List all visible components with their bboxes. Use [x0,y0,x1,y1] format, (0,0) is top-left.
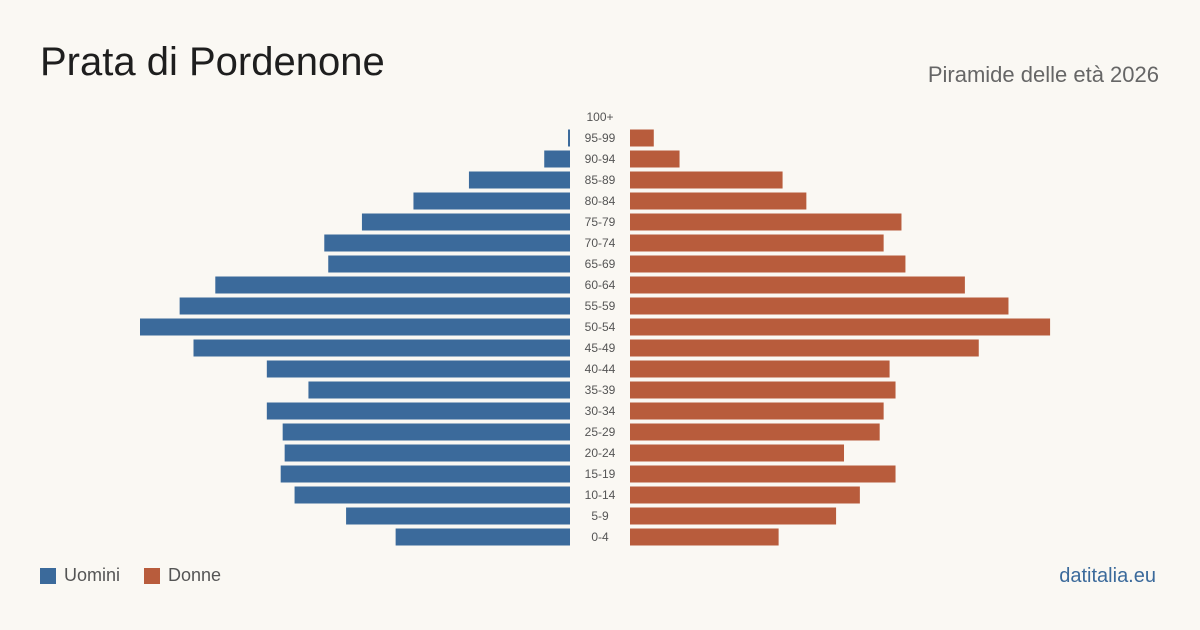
age-label-20-24: 20-24 [585,446,616,460]
bar-women-55-59 [630,297,1009,315]
bar-men-80-84 [413,192,570,210]
bar-men-70-74 [324,234,570,252]
age-label-90-94: 90-94 [585,152,616,166]
bar-women-70-74 [630,234,884,252]
bar-men-20-24 [284,444,570,462]
age-label-85-89: 85-89 [585,173,616,187]
age-label-65-69: 65-69 [585,257,616,271]
age-label-40-44: 40-44 [585,362,616,376]
age-label-25-29: 25-29 [585,425,616,439]
bar-women-60-64 [630,276,965,294]
chart-subtitle: Piramide delle età 2026 [927,62,1159,87]
bar-men-40-44 [266,360,570,378]
legend-item-women: Donne [144,565,221,586]
bar-men-25-29 [282,423,570,441]
legend-item-men: Uomini [40,565,120,586]
bar-men-90-94 [544,150,570,168]
legend-swatch-women [144,567,161,584]
bar-men-10-14 [294,486,570,504]
site-link[interactable]: datitalia.eu [1059,565,1156,587]
bar-women-80-84 [630,192,807,210]
age-label-75-79: 75-79 [585,215,616,229]
bar-women-35-39 [630,381,896,399]
bar-men-45-49 [193,339,570,357]
bar-men-15-19 [280,465,570,483]
bar-women-95-99 [630,129,654,147]
bar-men-50-54 [140,318,570,336]
legend-swatch-men [40,567,56,584]
bar-women-15-19 [630,465,896,483]
age-label-35-39: 35-39 [585,383,616,397]
bar-women-30-34 [630,402,884,420]
age-label-50-54: 50-54 [585,320,616,334]
bar-women-85-89 [630,171,783,189]
age-label-10-14: 10-14 [585,488,616,502]
age-label-30-34: 30-34 [585,404,616,418]
bar-women-10-14 [630,486,860,504]
age-label-80-84: 80-84 [585,194,616,208]
bar-women-65-69 [630,255,906,273]
bar-men-0-4 [395,528,570,546]
bar-men-5-9 [346,507,570,525]
bar-men-30-34 [266,402,570,420]
age-label-45-49: 45-49 [585,341,616,355]
age-label-0-4: 0-4 [591,530,609,544]
chart-title: Prata di Pordenone [40,40,385,84]
bar-women-25-29 [630,423,880,441]
bar-men-55-59 [179,297,570,315]
bar-women-40-44 [630,360,890,378]
bar-women-50-54 [630,318,1051,336]
age-label-100+: 100+ [586,110,613,124]
legend-label-men: Uomini [64,565,121,585]
bar-women-90-94 [630,150,680,168]
bar-men-60-64 [215,276,570,294]
bar-women-45-49 [630,339,979,357]
bar-men-85-89 [468,171,570,189]
age-label-15-19: 15-19 [585,467,616,481]
bar-women-5-9 [630,507,837,525]
legend: Uomini Donne [40,565,221,586]
bar-men-95-99 [568,129,570,147]
age-label-70-74: 70-74 [585,236,616,250]
population-pyramid-chart: 100+ 95-99 90-94 85-89 80-84 75-79 70-74 65-69 6… [140,110,1051,546]
bar-men-35-39 [308,381,570,399]
age-label-60-64: 60-64 [585,278,616,292]
age-label-55-59: 55-59 [585,299,616,313]
bar-women-75-79 [630,213,902,231]
age-label-5-9: 5-9 [591,509,609,523]
legend-label-women: Donne [168,565,222,585]
bar-men-65-69 [328,255,570,273]
bar-men-75-79 [361,213,570,231]
age-label-95-99: 95-99 [585,131,616,145]
bar-women-20-24 [630,444,845,462]
bar-women-0-4 [630,528,779,546]
